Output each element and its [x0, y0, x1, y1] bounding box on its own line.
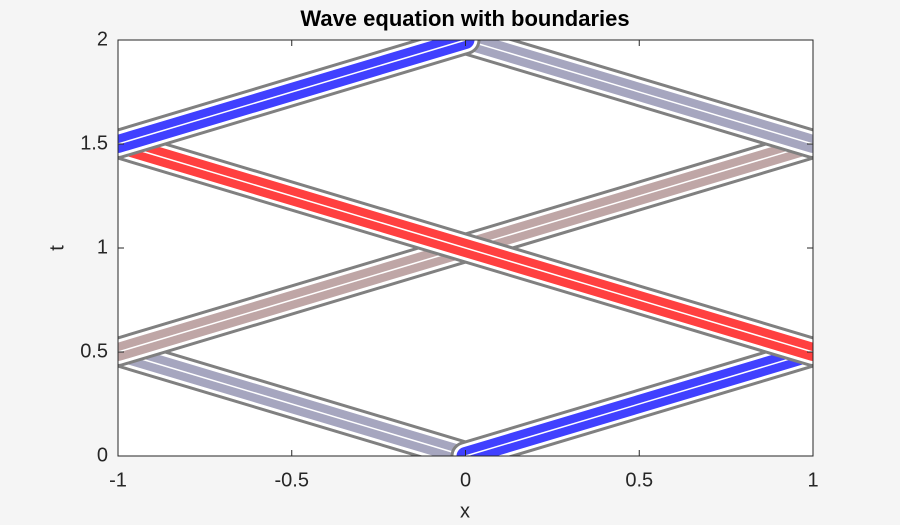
x-tick-label: 0.5 — [625, 469, 653, 491]
y-tick-label: 1 — [97, 236, 108, 258]
y-axis-label: t — [46, 245, 68, 251]
y-tick-label: 2 — [97, 28, 108, 50]
contours — [118, 40, 813, 456]
y-tick-label: 1.5 — [80, 132, 108, 154]
chart-title: Wave equation with boundaries — [300, 6, 629, 31]
x-tick-label: 0 — [460, 469, 471, 491]
x-tick-label: -1 — [109, 469, 127, 491]
x-axis-label: x — [460, 500, 470, 522]
contour-core — [118, 40, 466, 145]
x-tick-label: -0.5 — [275, 469, 309, 491]
contour-core — [118, 143, 813, 353]
contour-core — [465, 40, 813, 145]
x-tick-label: 1 — [807, 469, 818, 491]
contour-core — [465, 351, 813, 456]
y-tick-label: 0.5 — [80, 340, 108, 362]
y-tick-label: 0 — [97, 444, 108, 466]
contour-core — [118, 351, 466, 456]
